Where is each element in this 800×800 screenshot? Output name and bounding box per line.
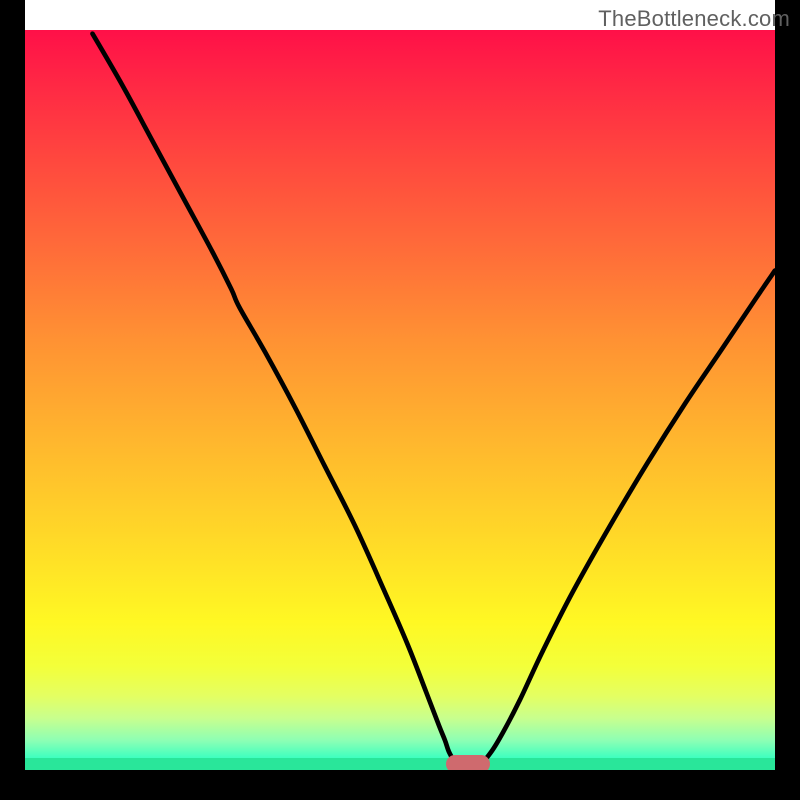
y-axis-bar	[0, 0, 25, 800]
bottleneck-curve-layer	[25, 30, 775, 770]
plot-area	[25, 30, 775, 770]
chart-stage: TheBottleneck.com	[0, 0, 800, 800]
watermark-text: TheBottleneck.com	[598, 6, 790, 32]
x-axis-bar	[0, 770, 800, 800]
sweet-spot-marker	[446, 755, 490, 770]
y-axis-bar-right	[775, 0, 800, 800]
bottleneck-curve	[93, 34, 776, 767]
